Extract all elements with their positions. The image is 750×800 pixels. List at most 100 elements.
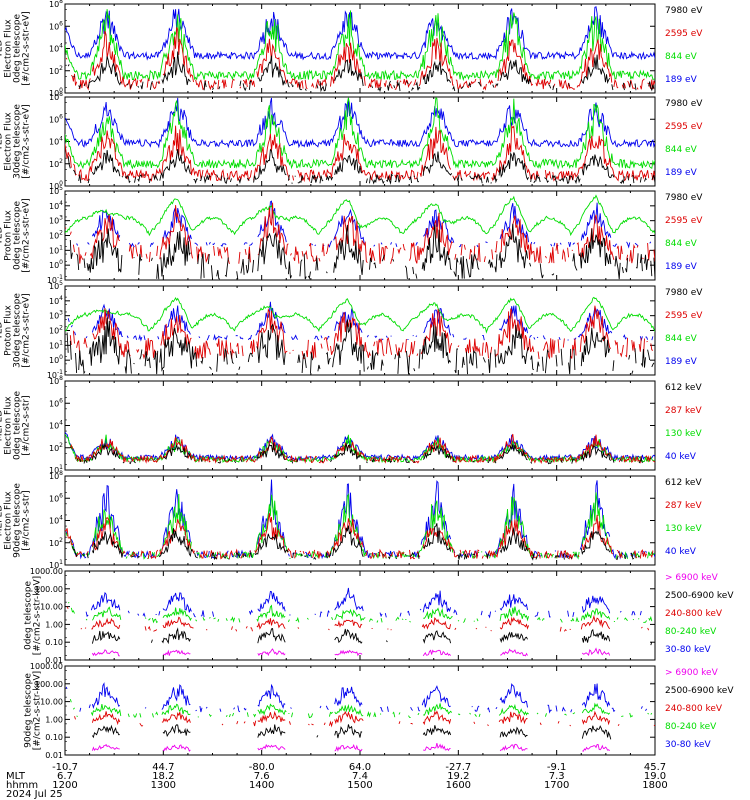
series-line (469, 174, 483, 184)
series-line (499, 683, 528, 708)
series-line (320, 343, 323, 349)
series-line (162, 305, 191, 337)
series-line (416, 177, 419, 183)
series-line (488, 611, 492, 619)
series-line (423, 307, 452, 336)
series-line (216, 353, 219, 372)
series-line (238, 618, 241, 623)
legend-entry: 287 keV (665, 406, 702, 416)
legend-entry: 2595 eV (665, 216, 703, 226)
series-line (474, 713, 478, 717)
series-line (623, 554, 626, 560)
legend-entry: 287 keV (665, 501, 702, 511)
series-line (310, 352, 314, 374)
series-line (394, 169, 419, 181)
series-line (460, 177, 463, 181)
series-line (495, 706, 498, 710)
series-line (328, 552, 331, 557)
legend-entry: 80-240 keV (665, 627, 717, 637)
series-line (127, 713, 130, 718)
series-line (139, 78, 143, 84)
series-line (86, 552, 89, 559)
series-line (580, 54, 611, 85)
series-line (235, 629, 238, 632)
series-line (646, 340, 648, 343)
y-axis-label-line: 0deg telescope (13, 14, 23, 84)
series-line (245, 253, 250, 274)
series-line (232, 712, 235, 717)
series-line (140, 81, 144, 90)
y-tick-label: 100 (49, 180, 63, 191)
series-line (291, 458, 294, 464)
series-line (205, 706, 208, 709)
series-line (473, 721, 476, 725)
legend-entry: 240-800 keV (665, 609, 723, 619)
y-tick-label: 106 (49, 20, 63, 31)
series-line (390, 551, 394, 557)
x-tick-label-mlt: 7.3 (549, 771, 565, 782)
series-line (138, 254, 143, 275)
series-line (155, 711, 159, 716)
series-line (572, 242, 576, 245)
series-line (88, 317, 121, 366)
series-line (254, 513, 286, 554)
series-line (124, 349, 132, 374)
series-line (418, 37, 454, 87)
series-line (85, 336, 88, 339)
series-line (160, 314, 192, 349)
series-line (488, 352, 492, 374)
series-line (150, 257, 153, 261)
series-line (76, 243, 79, 246)
series-line (472, 338, 481, 356)
y-tick-label: 100.00 (35, 680, 63, 689)
series-line (407, 610, 410, 616)
series-line (65, 433, 655, 464)
series-line (637, 551, 640, 553)
series-line (487, 707, 491, 713)
series-line (413, 460, 416, 463)
series-line (315, 77, 327, 89)
y-tick-label: 1.00 (45, 620, 63, 629)
series-line (204, 168, 226, 182)
series-line (292, 552, 295, 559)
series-line (423, 742, 451, 752)
series-line (386, 173, 394, 185)
series-line (334, 59, 364, 87)
series-line (202, 617, 206, 621)
series-line (83, 337, 88, 348)
series-line (249, 242, 253, 246)
series-line (647, 349, 651, 361)
series-line (239, 336, 244, 340)
series-line (158, 80, 161, 84)
series-line (384, 612, 387, 618)
y-axis-label: 90deg telescope [#/cm2-s-str-keV] (24, 671, 43, 750)
series-line (197, 254, 200, 265)
series-line (144, 626, 147, 631)
series-line (241, 551, 250, 559)
series-line (480, 610, 483, 616)
series-line (92, 308, 131, 358)
series-line (619, 344, 624, 358)
legend-entry: > 6900 keV (665, 573, 719, 583)
series-line (235, 351, 238, 358)
series-line (611, 84, 614, 91)
series-line (422, 710, 452, 726)
legend-entry: 80-240 keV (665, 722, 717, 732)
series-line (225, 715, 228, 717)
series-line (257, 479, 286, 548)
series-line (645, 550, 647, 553)
series-line (649, 241, 652, 244)
series-line (69, 231, 72, 235)
series-line (568, 348, 572, 375)
y-axis-label: TED Proton Flux 0deg telescope [#/cm2-s-str… (0, 198, 32, 273)
legend-entry: 40 keV (665, 547, 697, 557)
series-line (78, 174, 82, 184)
series-line (238, 251, 241, 264)
series-line (630, 552, 635, 560)
series-line (422, 60, 451, 84)
series-line (539, 552, 543, 558)
series-line (395, 243, 398, 248)
series-line (213, 333, 223, 341)
series-line (151, 81, 158, 90)
x-tick-label-lat: 64.0 (349, 762, 371, 773)
